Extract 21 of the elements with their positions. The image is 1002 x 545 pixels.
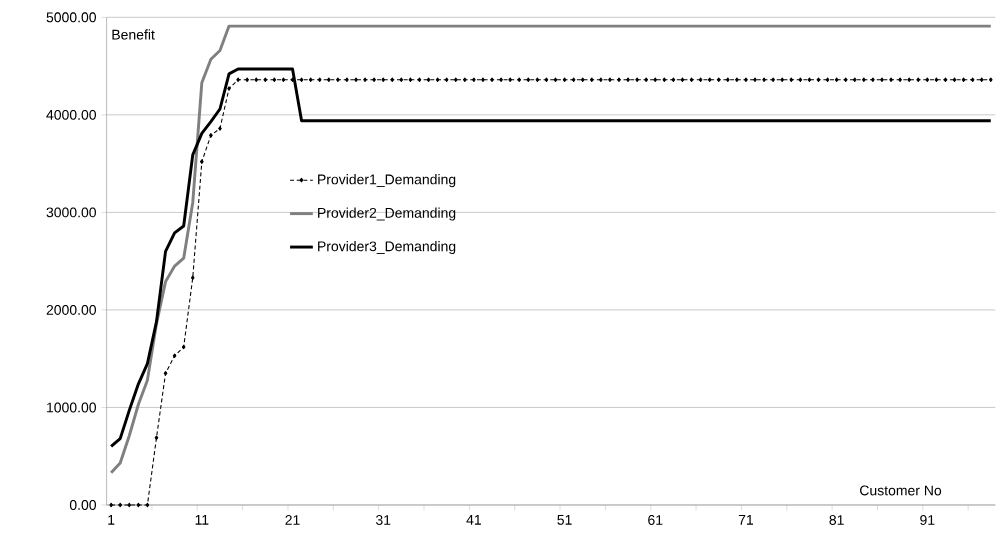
y-axis-title: Benefit [112, 29, 155, 40]
y-tick-label: 3000.00 [46, 207, 97, 218]
y-tick-label: 0.00 [69, 500, 97, 510]
x-tick-label: 21 [285, 515, 300, 525]
y-tick-label: 4000.00 [46, 109, 97, 120]
legend-label: Provider3_Demanding [318, 241, 456, 255]
x-tick-label: 1 [108, 515, 115, 525]
x-tick-label: 41 [466, 515, 481, 525]
x-tick-label: 91 [920, 515, 935, 525]
x-tick-label: 71 [738, 515, 754, 525]
x-tick-label: 61 [648, 515, 663, 525]
x-tick-label: 31 [375, 515, 391, 525]
x-tick-label: 81 [829, 515, 844, 525]
x-tick-label: 51 [557, 515, 572, 525]
x-tick-label: 11 [195, 515, 209, 525]
x-axis-title: Customer No [860, 485, 942, 496]
y-tick-label: 1000.00 [47, 402, 97, 413]
y-tick-label: 5000.00 [46, 12, 97, 23]
legend-label: Provider2_Demanding [318, 207, 456, 221]
y-tick-label: 2000.00 [46, 304, 97, 315]
legend-label: Provider1_Demanding [318, 174, 456, 188]
